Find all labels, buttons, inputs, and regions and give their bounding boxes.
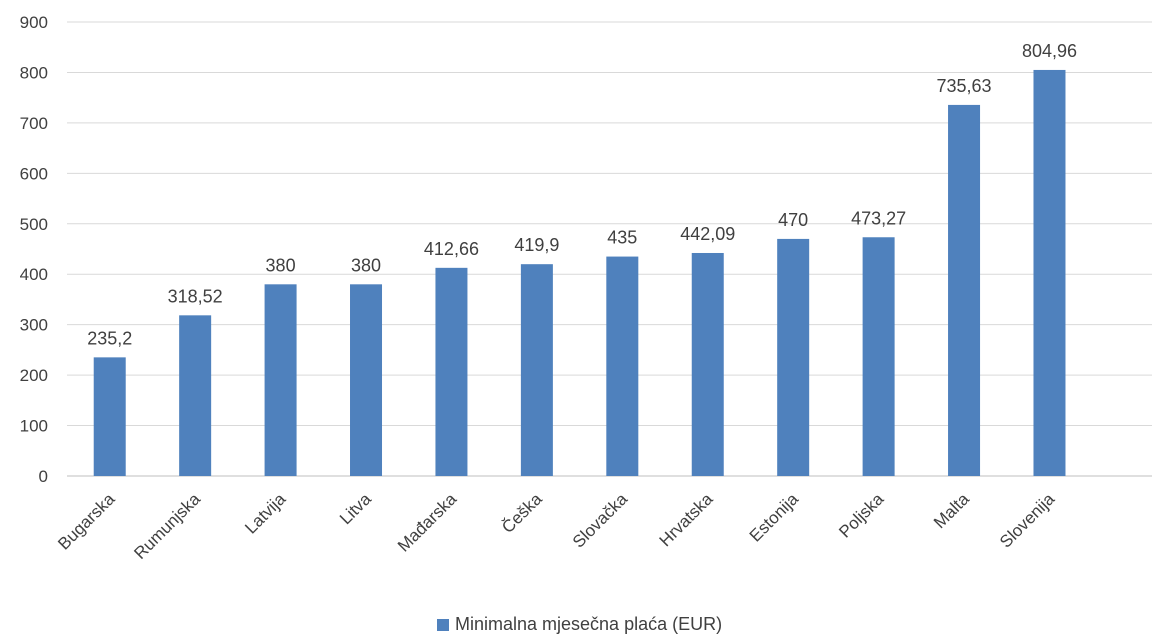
y-tick-label: 700 [20, 114, 48, 133]
category-label: Litva [336, 489, 375, 528]
bar [606, 256, 639, 476]
y-tick-label: 800 [20, 63, 48, 82]
legend-label: Minimalna mjesečna plaća (EUR) [455, 614, 722, 634]
category-label: Malta [930, 489, 973, 532]
data-label: 735,63 [937, 76, 992, 96]
data-label: 235,2 [87, 328, 132, 348]
data-label: 380 [351, 255, 381, 275]
y-tick-label: 100 [20, 417, 48, 436]
category-label: Bugarska [54, 489, 119, 554]
category-label: Slovenija [996, 489, 1059, 552]
category-label: Latvija [241, 489, 290, 538]
bar [520, 264, 553, 476]
y-tick-label: 400 [20, 265, 48, 284]
data-labels: 235,2 318,52 380 380 412,66 419,9 435 442,09 470… [87, 41, 1077, 348]
bar [93, 357, 126, 476]
legend-swatch [437, 619, 449, 631]
data-label: 419,9 [514, 235, 559, 255]
y-tick-label: 500 [20, 215, 48, 234]
y-tick-label: 300 [20, 316, 48, 335]
data-label: 412,66 [424, 239, 479, 259]
y-tick-label: 0 [39, 467, 48, 486]
bar [691, 252, 724, 476]
legend: Minimalna mjesečna plaća (EUR) [437, 614, 722, 634]
bar [862, 237, 895, 476]
category-label: Slovačka [569, 489, 632, 552]
data-label: 473,27 [851, 208, 906, 228]
bar [350, 284, 383, 476]
x-axis-category-labels: Bugarska Rumunjska Latvija Litva Mađarska Češ… [54, 489, 1058, 563]
bar [435, 267, 468, 476]
data-label: 804,96 [1022, 41, 1077, 61]
data-label: 442,09 [680, 224, 735, 244]
data-label: 435 [607, 228, 637, 248]
data-label: 380 [266, 255, 296, 275]
y-tick-label: 600 [20, 164, 48, 183]
y-tick-label: 200 [20, 366, 48, 385]
bar [948, 104, 981, 477]
data-label: 470 [778, 210, 808, 230]
y-axis-tick-labels: 0 100 200 300 400 500 600 700 800 900 [20, 13, 48, 486]
bar [777, 238, 810, 476]
category-label: Poljska [835, 489, 888, 542]
category-label: Češka [498, 489, 546, 537]
bar [1033, 69, 1066, 477]
bar [264, 284, 297, 476]
bars [93, 69, 1066, 477]
data-label: 318,52 [168, 286, 223, 306]
category-label: Mađarska [394, 489, 461, 556]
category-label: Estonija [746, 489, 803, 546]
category-label: Hrvatska [656, 489, 717, 550]
y-tick-label: 900 [20, 13, 48, 32]
bar [179, 315, 212, 476]
category-label: Rumunjska [130, 489, 204, 563]
